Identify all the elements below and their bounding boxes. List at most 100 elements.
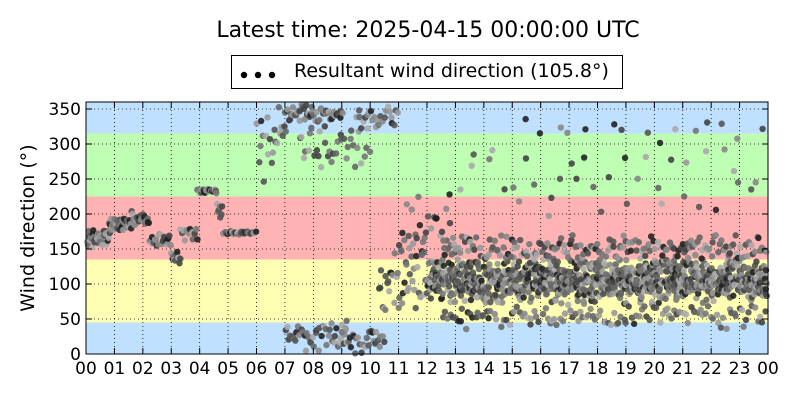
data-point bbox=[601, 259, 608, 267]
data-point bbox=[683, 159, 690, 166]
x-tick-label: 12 bbox=[416, 359, 438, 379]
data-point bbox=[415, 193, 422, 201]
data-point bbox=[347, 135, 354, 143]
data-point bbox=[695, 203, 703, 211]
data-point bbox=[656, 139, 664, 147]
data-point bbox=[573, 175, 580, 183]
data-point bbox=[715, 249, 722, 256]
data-point bbox=[564, 301, 572, 309]
data-point bbox=[441, 308, 449, 315]
data-point bbox=[597, 256, 604, 263]
y-tick-label: 350 bbox=[49, 100, 81, 120]
data-point bbox=[489, 147, 496, 154]
data-point bbox=[354, 144, 361, 152]
data-point bbox=[492, 292, 499, 299]
data-point bbox=[189, 236, 196, 243]
data-point bbox=[487, 298, 494, 306]
data-point bbox=[533, 251, 541, 258]
data-point bbox=[266, 135, 274, 143]
data-point bbox=[730, 292, 737, 299]
data-point bbox=[531, 307, 538, 315]
data-point bbox=[338, 328, 345, 336]
data-point bbox=[648, 298, 656, 306]
data-point bbox=[697, 306, 704, 313]
data-point bbox=[398, 248, 405, 255]
data-point bbox=[732, 232, 739, 239]
data-point bbox=[627, 247, 635, 254]
data-point bbox=[668, 315, 675, 322]
data-point bbox=[473, 234, 480, 241]
data-point bbox=[435, 264, 442, 271]
data-point bbox=[494, 260, 501, 268]
data-point bbox=[468, 162, 475, 169]
data-point bbox=[496, 252, 504, 259]
chart-title: Latest time: 2025-04-15 00:00:00 UTC bbox=[216, 18, 640, 43]
data-point bbox=[193, 225, 200, 233]
data-point bbox=[309, 333, 317, 341]
data-point bbox=[682, 311, 690, 318]
data-point bbox=[531, 256, 538, 263]
data-point bbox=[438, 228, 446, 236]
x-tick-label: 15 bbox=[501, 359, 523, 379]
data-point bbox=[218, 211, 225, 218]
data-point bbox=[264, 114, 271, 121]
x-tick-label: 18 bbox=[587, 359, 609, 379]
data-point bbox=[539, 310, 547, 318]
data-point bbox=[663, 246, 671, 253]
data-point bbox=[313, 147, 321, 154]
data-point bbox=[558, 300, 565, 307]
data-point bbox=[379, 333, 387, 340]
legend-label: Resultant wind direction (105.8°) bbox=[294, 60, 609, 82]
data-point bbox=[587, 305, 594, 313]
data-point bbox=[752, 179, 759, 186]
data-point bbox=[394, 109, 401, 116]
data-point bbox=[284, 323, 291, 331]
data-point bbox=[424, 213, 432, 220]
data-point bbox=[340, 135, 348, 142]
data-point bbox=[645, 241, 652, 248]
data-point bbox=[177, 255, 184, 262]
x-tick-label: 03 bbox=[160, 359, 182, 379]
data-point bbox=[471, 246, 478, 253]
data-point bbox=[522, 115, 529, 123]
data-point bbox=[613, 254, 621, 261]
data-point bbox=[310, 343, 317, 350]
data-point bbox=[561, 310, 569, 317]
data-point bbox=[152, 236, 160, 243]
data-point bbox=[762, 308, 769, 315]
data-point bbox=[273, 139, 281, 147]
data-point bbox=[90, 227, 97, 234]
data-point bbox=[339, 109, 346, 117]
x-tick-label: 17 bbox=[558, 359, 580, 379]
data-point bbox=[634, 277, 641, 284]
data-point bbox=[494, 298, 502, 306]
data-point bbox=[642, 153, 650, 161]
data-point bbox=[486, 236, 493, 243]
y-tick-label: 100 bbox=[49, 275, 81, 295]
data-point bbox=[347, 343, 355, 351]
data-point bbox=[560, 241, 568, 249]
axis-ticks: 00 01 02 03 04 05 06 07 08 09 10 11 12 13 14 15 16 17 18 19… bbox=[49, 100, 779, 379]
data-point bbox=[355, 107, 363, 114]
data-point bbox=[718, 120, 725, 127]
data-point bbox=[517, 236, 524, 244]
data-point bbox=[382, 306, 389, 314]
x-tick-label: 19 bbox=[615, 359, 637, 379]
data-point bbox=[445, 259, 452, 267]
data-point bbox=[398, 300, 406, 307]
data-point bbox=[388, 114, 395, 121]
data-point bbox=[416, 221, 424, 229]
data-point bbox=[491, 237, 499, 244]
data-point bbox=[665, 259, 673, 267]
data-point bbox=[213, 189, 220, 197]
data-point bbox=[702, 310, 709, 317]
data-point bbox=[633, 247, 640, 254]
data-point bbox=[656, 285, 664, 293]
data-point bbox=[742, 316, 750, 324]
data-point bbox=[357, 125, 365, 132]
data-point bbox=[664, 305, 671, 312]
data-point bbox=[680, 193, 688, 200]
data-point bbox=[655, 184, 662, 192]
data-point bbox=[408, 253, 415, 260]
